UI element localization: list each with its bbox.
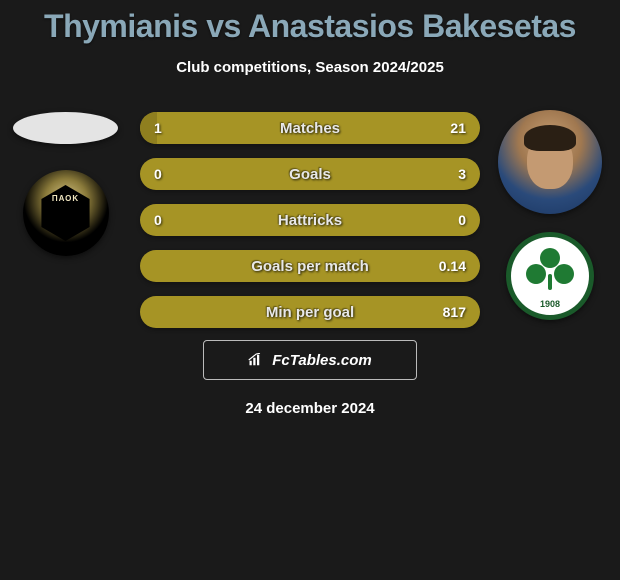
bar-chart-icon xyxy=(248,353,266,367)
stat-value-right: 817 xyxy=(443,304,466,320)
shamrock-icon xyxy=(528,250,572,294)
page-title: Thymianis vs Anastasios Bakesetas xyxy=(0,0,620,45)
stat-label: Goals xyxy=(289,166,331,183)
stat-row: 0 Hattricks 0 xyxy=(140,204,480,236)
date-text: 24 december 2024 xyxy=(245,400,374,417)
stat-row: Goals per match 0.14 xyxy=(140,250,480,282)
club-badge-left-text: ΠΑΟΚ xyxy=(52,194,79,203)
attribution-text: FcTables.com xyxy=(272,352,371,369)
stat-label: Goals per match xyxy=(251,258,369,275)
stat-value-left: 0 xyxy=(154,212,162,228)
stat-value-right: 0 xyxy=(458,212,466,228)
left-player-column: ΠΑΟΚ xyxy=(8,112,123,256)
club-badge-right: 1908 xyxy=(506,232,594,320)
stat-value-right: 21 xyxy=(450,120,466,136)
player-photo-right xyxy=(498,110,602,214)
stats-bars: 1 Matches 21 0 Goals 3 0 Hattricks 0 Goa… xyxy=(140,112,480,342)
stat-label: Hattricks xyxy=(278,212,342,229)
stat-value-left: 1 xyxy=(154,120,162,136)
stat-value-left: 0 xyxy=(154,166,162,182)
stat-row: Min per goal 817 xyxy=(140,296,480,328)
stat-row: 0 Goals 3 xyxy=(140,158,480,190)
attribution-badge: FcTables.com xyxy=(203,340,417,380)
player-placeholder-left xyxy=(13,112,118,144)
stat-value-right: 3 xyxy=(458,166,466,182)
subtitle: Club competitions, Season 2024/2025 xyxy=(0,59,620,76)
stat-label: Min per goal xyxy=(266,304,354,321)
club-badge-right-year: 1908 xyxy=(540,299,560,309)
stat-value-right: 0.14 xyxy=(439,258,466,274)
stat-row: 1 Matches 21 xyxy=(140,112,480,144)
club-badge-left: ΠΑΟΚ xyxy=(23,170,109,256)
right-player-column: 1908 xyxy=(490,110,610,320)
stat-label: Matches xyxy=(280,120,340,137)
